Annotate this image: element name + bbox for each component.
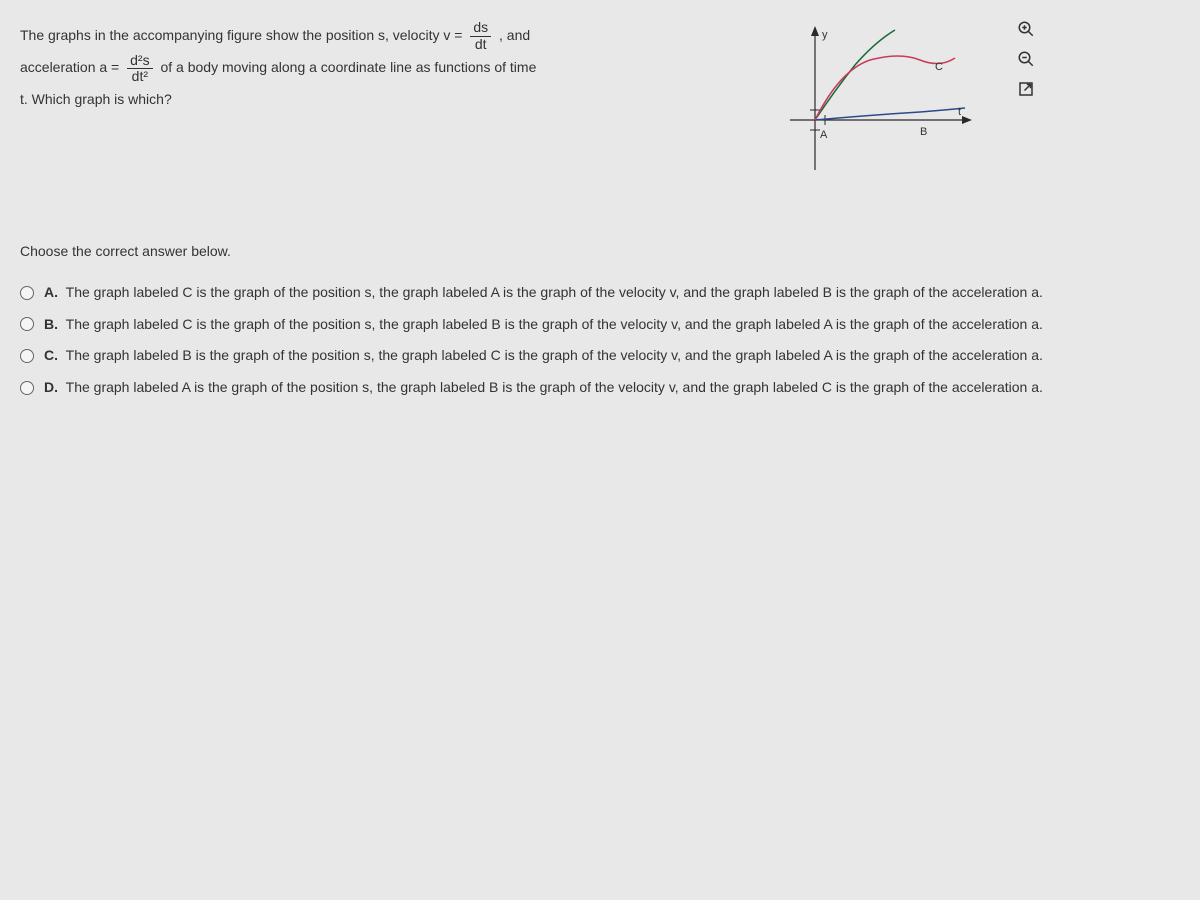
- popout-icon[interactable]: [1017, 80, 1035, 98]
- graph-label-b: B: [920, 126, 927, 138]
- radio-a[interactable]: [20, 286, 34, 300]
- fraction-d2s-dt2: d²s dt²: [127, 53, 152, 85]
- question-text: The graphs in the accompanying figure sh…: [20, 20, 780, 115]
- radio-b[interactable]: [20, 317, 34, 331]
- radio-d[interactable]: [20, 381, 34, 395]
- frac2-num: d²s: [127, 53, 152, 69]
- curve-a: [815, 30, 895, 120]
- radio-c[interactable]: [20, 349, 34, 363]
- frac1-num: ds: [470, 20, 491, 36]
- option-b-label: B.: [44, 316, 58, 332]
- y-axis-arrow: [811, 26, 819, 36]
- option-a-body: The graph labeled C is the graph of the …: [66, 284, 1043, 300]
- question-top-row: The graphs in the accompanying figure sh…: [20, 20, 1180, 183]
- zoom-out-icon[interactable]: [1017, 50, 1035, 68]
- option-d-body: The graph labeled A is the graph of the …: [66, 379, 1043, 395]
- y-axis-label: y: [822, 29, 828, 41]
- option-b[interactable]: B. The graph labeled C is the graph of t…: [20, 315, 1180, 335]
- option-d-label: D.: [44, 379, 58, 395]
- option-b-text: B. The graph labeled C is the graph of t…: [44, 315, 1043, 335]
- option-c[interactable]: C. The graph labeled B is the graph of t…: [20, 346, 1180, 366]
- option-b-body: The graph labeled C is the graph of the …: [66, 316, 1043, 332]
- graph-svg: y t A B C: [780, 20, 980, 180]
- answer-options: A. The graph labeled C is the graph of t…: [20, 283, 1180, 397]
- question-part4: of a body moving along a coordinate line…: [160, 59, 536, 75]
- frac1-den: dt: [470, 37, 491, 52]
- fraction-ds-dt: ds dt: [470, 20, 491, 52]
- graph-label-a: A: [820, 129, 828, 141]
- question-part1: The graphs in the accompanying figure sh…: [20, 27, 466, 43]
- question-part3: acceleration a =: [20, 59, 123, 75]
- option-c-body: The graph labeled B is the graph of the …: [66, 347, 1043, 363]
- option-a-label: A.: [44, 284, 58, 300]
- option-d-text: D. The graph labeled A is the graph of t…: [44, 378, 1043, 398]
- frac2-den: dt²: [127, 69, 152, 84]
- graph-panel: y t A B C: [780, 20, 1030, 183]
- tool-icons: [1017, 20, 1035, 98]
- option-a[interactable]: A. The graph labeled C is the graph of t…: [20, 283, 1180, 303]
- question-container: The graphs in the accompanying figure sh…: [20, 20, 1180, 397]
- x-axis-arrow: [962, 116, 972, 124]
- option-d[interactable]: D. The graph labeled A is the graph of t…: [20, 378, 1180, 398]
- option-c-label: C.: [44, 347, 58, 363]
- zoom-in-icon[interactable]: [1017, 20, 1035, 38]
- option-a-text: A. The graph labeled C is the graph of t…: [44, 283, 1043, 303]
- prompt-line: Choose the correct answer below.: [20, 243, 1180, 259]
- option-c-text: C. The graph labeled B is the graph of t…: [44, 346, 1043, 366]
- graph-label-c: C: [935, 61, 943, 73]
- question-part5: t. Which graph is which?: [20, 91, 172, 107]
- x-axis-label: t: [958, 106, 961, 118]
- question-part2: , and: [499, 27, 530, 43]
- curve-b: [815, 108, 965, 120]
